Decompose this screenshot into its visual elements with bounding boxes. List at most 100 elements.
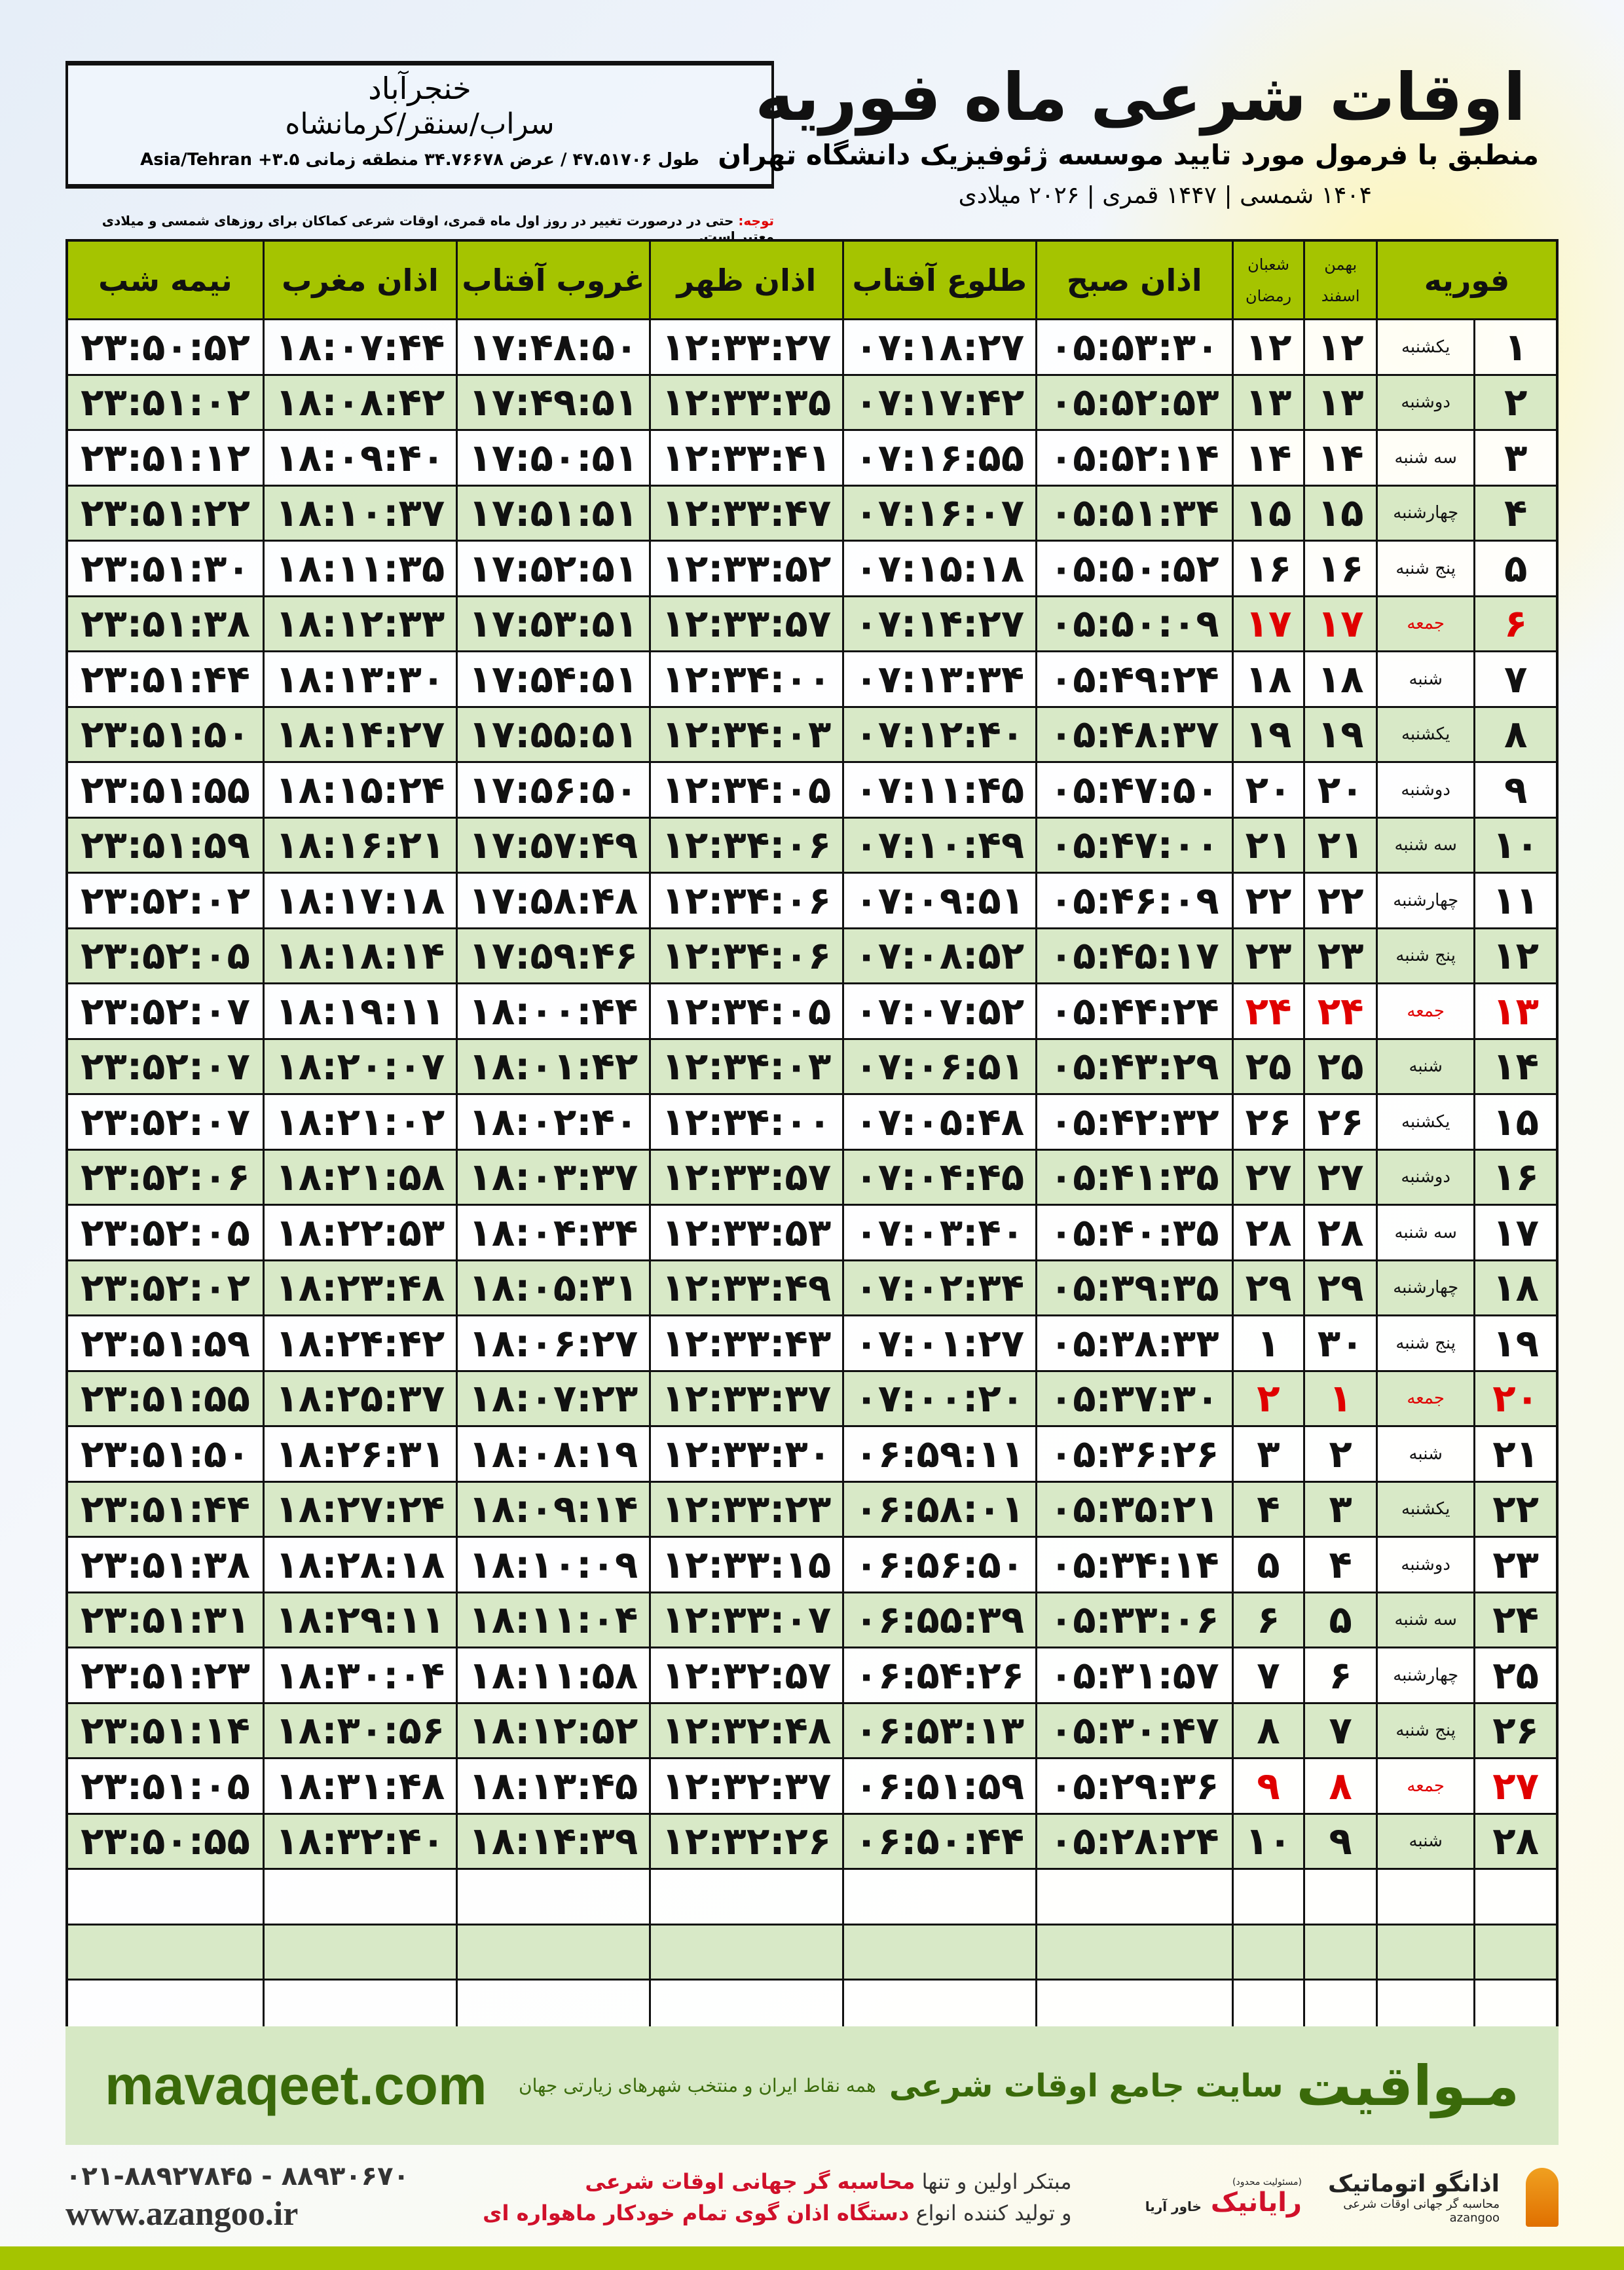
bottom-bar	[0, 2246, 1624, 2270]
cell-midnight: ۲۳:۵۱:۴۴	[81, 656, 250, 701]
cell-dhuhr: ۱۲:۳۲:۵۷	[648, 1648, 842, 1702]
cell-sunrise: ۰۷:۰۱:۲۷	[841, 1316, 1035, 1370]
header-fajr: اذان صبح	[1035, 242, 1232, 318]
cell-fajr: ۰۵:۵۱:۳۴	[1035, 486, 1232, 540]
cell-dhuhr: ۱۲:۳۳:۴۳	[648, 1316, 842, 1370]
cell-sunset: ۱۸:۰۴:۳۴	[455, 1206, 649, 1259]
cell-day: ۲۱	[1473, 1427, 1556, 1481]
cell-sunrise: ۰۷:۰۰:۲۰	[841, 1371, 1035, 1425]
cell-hijri: ۲۱	[1231, 818, 1304, 872]
cell-sunset: ۱۷:۵۶:۵۰	[455, 763, 649, 817]
cell-shamsi: ۲۲	[1303, 874, 1376, 927]
cell-sunset: ۱۸:۰۷:۲۳	[455, 1371, 649, 1425]
cell-hijri: ۸	[1231, 1703, 1304, 1757]
cell-shamsi	[1303, 1870, 1376, 1924]
table-row: ۲۳:۵۱:۲۲ ۱۸:۱۰:۳۷ ۱۷:۵۱:۵۱ ۱۲:۳۳:۴۷ ۰۷:۱۶:۰۷…	[68, 484, 1556, 540]
cell-shamsi: ۲۸	[1303, 1206, 1376, 1259]
cell-sunset: ۱۸:۱۳:۴۵	[455, 1759, 649, 1813]
cell-shamsi: ۱۸	[1303, 652, 1376, 706]
cell-day: ۲۷	[1473, 1759, 1556, 1813]
azangoo-mosque-icon	[1526, 2168, 1559, 2227]
cell-sunset: ۱۸:۰۸:۱۹	[455, 1427, 649, 1481]
cell-shamsi: ۱۴	[1303, 431, 1376, 485]
cell-midnight: ۲۳:۵۱:۴۴	[81, 1487, 250, 1532]
cell-dhuhr: ۱۲:۳۴:۰۶	[648, 818, 842, 872]
cell-hijri: ۲۷	[1231, 1150, 1304, 1204]
cell-day: ۱۱	[1473, 874, 1556, 927]
cell-midnight: ۲۳:۵۱:۵۹	[81, 1320, 250, 1366]
banner-tagline: سایت جامع اوقات شرعی	[889, 2067, 1283, 2104]
cell-fajr: ۰۵:۳۷:۳۰	[1035, 1371, 1232, 1425]
cell-sunset: ۱۸:۱۱:۵۸	[455, 1648, 649, 1702]
promo-line2a: و تولید کننده انواع	[909, 2201, 1072, 2225]
cell-hijri: ۱	[1231, 1316, 1304, 1370]
cell-hijri: ۲۹	[1231, 1261, 1304, 1314]
cell-maghrib: ۱۸:۳۱:۴۸	[262, 1759, 456, 1813]
table-row: ۲۳:۵۱:۳۰ ۱۸:۱۱:۳۵ ۱۷:۵۲:۵۱ ۱۲:۳۳:۵۲ ۰۷:۱۵:۱۸…	[68, 540, 1556, 595]
cell-fajr	[1035, 1925, 1232, 1979]
cell-maghrib: ۱۸:۱۴:۲۷	[262, 707, 456, 761]
cell-midnight: ۲۳:۵۱:۵۰	[81, 712, 250, 757]
cell-fajr: ۰۵:۲۸:۲۴	[1035, 1814, 1232, 1868]
cell-sunset: ۱۷:۵۰:۵۱	[455, 431, 649, 485]
note-text: حتی در درصورت تغییر در روز اول ماه قمری،…	[101, 213, 774, 244]
cell-day: ۲۸	[1473, 1814, 1556, 1868]
header-shamsi-top: بهمن	[1324, 255, 1357, 274]
cell-weekday	[1375, 1981, 1473, 2034]
cell-day: ۱۳	[1473, 984, 1556, 1038]
cell-day: ۹	[1473, 763, 1556, 817]
cell-hijri: ۲۸	[1231, 1206, 1304, 1259]
cell-sunset: ۱۷:۴۹:۵۱	[455, 375, 649, 429]
page-title: اوقات شرعی ماه فوریه	[755, 59, 1526, 136]
cell-shamsi: ۵	[1303, 1593, 1376, 1647]
cell-maghrib: ۱۸:۲۵:۳۷	[262, 1371, 456, 1425]
cell-weekday: سه شنبه	[1375, 1206, 1473, 1259]
cell-hijri: ۱۳	[1231, 375, 1304, 429]
cell-fajr: ۰۵:۵۲:۱۴	[1035, 431, 1232, 485]
cell-shamsi: ۲۹	[1303, 1261, 1376, 1314]
cell-day: ۴	[1473, 486, 1556, 540]
cell-hijri: ۲۳	[1231, 929, 1304, 982]
cell-day: ۱۵	[1473, 1095, 1556, 1149]
cell-maghrib: ۱۸:۲۰:۰۷	[262, 1039, 456, 1093]
cell-maghrib: ۱۸:۳۲:۴۰	[262, 1814, 456, 1868]
cell-day	[1473, 1870, 1556, 1924]
cell-fajr: ۰۵:۳۱:۵۷	[1035, 1648, 1232, 1702]
banner-url[interactable]: mavaqeet.com	[105, 2055, 487, 2116]
cell-hijri: ۲۰	[1231, 763, 1304, 817]
cell-sunset: ۱۸:۱۴:۳۹	[455, 1814, 649, 1868]
cell-day: ۷	[1473, 652, 1556, 706]
cell-dhuhr: ۱۲:۳۳:۲۷	[648, 320, 842, 374]
table-row: ۲۳:۵۱:۵۰ ۱۸:۲۶:۳۱ ۱۸:۰۸:۱۹ ۱۲:۳۳:۳۰ ۰۶:۵۹:۱۱…	[68, 1425, 1556, 1481]
cell-sunrise: ۰۷:۰۴:۴۵	[841, 1150, 1035, 1204]
cell-weekday: شنبه	[1375, 1427, 1473, 1481]
cell-fajr: ۰۵:۳۹:۳۵	[1035, 1261, 1232, 1314]
table-row: ۲۳:۵۲:۰۵ ۱۸:۲۲:۵۳ ۱۸:۰۴:۳۴ ۱۲:۳۳:۵۳ ۰۷:۰۳:۴۰…	[68, 1204, 1556, 1259]
cell-midnight: ۲۳:۵۱:۵۵	[81, 1376, 250, 1421]
cell-midnight: ۲۳:۵۱:۵۰	[81, 1431, 250, 1476]
cell-sunset: ۱۸:۰۵:۳۱	[455, 1261, 649, 1314]
website-link[interactable]: www.azangoo.ir	[65, 2195, 299, 2233]
cell-day: ۱۲	[1473, 929, 1556, 982]
cell-shamsi: ۷	[1303, 1703, 1376, 1757]
year-line: ۱۴۰۴ شمسی | ۱۴۴۷ قمری | ۲۰۲۶ میلادی	[958, 182, 1372, 209]
header-month: فوریه	[1375, 242, 1556, 318]
cell-weekday: پنج شنبه	[1375, 929, 1473, 982]
azangoo-logo: اذانگو اتوماتیک محاسبه گر جهانی اوقات شرع…	[1328, 2170, 1500, 2225]
cell-shamsi: ۳۰	[1303, 1316, 1376, 1370]
cell-weekday: سه شنبه	[1375, 1593, 1473, 1647]
cell-sunset: ۱۸:۰۶:۲۷	[455, 1316, 649, 1370]
cell-shamsi: ۱۲	[1303, 320, 1376, 374]
cell-hijri: ۳	[1231, 1427, 1304, 1481]
cell-midnight: ۲۳:۵۱:۳۰	[81, 546, 250, 591]
cell-fajr: ۰۵:۴۰:۳۵	[1035, 1206, 1232, 1259]
cell-midnight: ۲۳:۵۱:۲۲	[81, 491, 250, 536]
note-label: توجه:	[738, 213, 774, 229]
cell-day: ۱۸	[1473, 1261, 1556, 1314]
cell-weekday: جمعه	[1375, 1371, 1473, 1425]
table-row: ۲۳:۵۱:۰۵ ۱۸:۳۱:۴۸ ۱۸:۱۳:۴۵ ۱۲:۳۲:۳۷ ۰۶:۵۱:۵۹…	[68, 1757, 1556, 1813]
cell-midnight: ۲۳:۵۲:۰۷	[81, 1044, 250, 1089]
cell-sunrise: ۰۶:۵۴:۲۶	[841, 1648, 1035, 1702]
cell-day: ۱۴	[1473, 1039, 1556, 1093]
cell-weekday: دوشنبه	[1375, 1150, 1473, 1204]
